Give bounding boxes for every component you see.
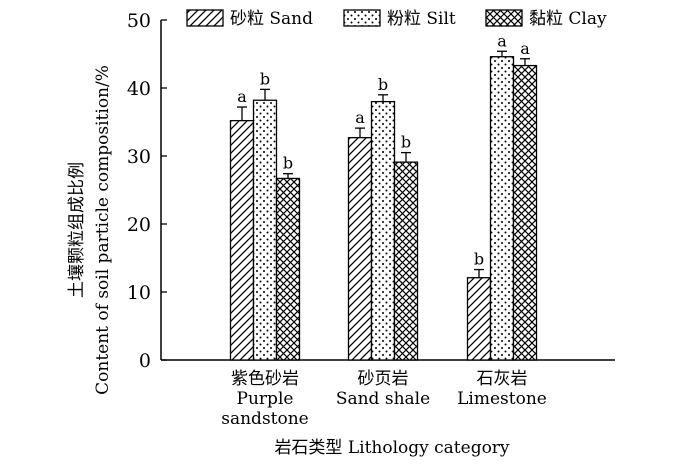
legend-label: 砂粒 Sand xyxy=(230,9,313,29)
bar-dots xyxy=(489,56,515,361)
category-label-en: Sand shale xyxy=(336,389,430,409)
significance-label: b xyxy=(401,133,411,152)
y-tick-label: 20 xyxy=(127,214,151,236)
significance-label: a xyxy=(237,87,247,106)
significance-label: a xyxy=(355,108,365,127)
category-label-cn: 砂页岩 xyxy=(358,369,409,389)
y-tick-label: 40 xyxy=(127,78,151,100)
significance-label: a xyxy=(520,39,530,58)
y-axis-title-en: Content of soil particle composition/% xyxy=(93,65,113,395)
bar-cross xyxy=(275,177,301,361)
category-label-en: Limestone xyxy=(457,389,547,409)
y-tick-label: 50 xyxy=(127,10,151,32)
legend-swatch-dots xyxy=(343,9,381,27)
legend-label: 黏粒 Clay xyxy=(529,9,607,29)
legend-label: 粉粒 Silt xyxy=(387,9,456,29)
category-label-en: sandstone xyxy=(221,409,309,429)
bar-dots xyxy=(252,99,278,361)
y-tick-label: 0 xyxy=(139,350,151,372)
category-label-cn: 石灰岩 xyxy=(477,369,528,389)
significance-label: a xyxy=(497,31,507,50)
bar-dots xyxy=(370,100,396,361)
significance-label: b xyxy=(474,250,484,269)
significance-label: b xyxy=(283,154,293,173)
category-label-cn: 紫色砂岩 xyxy=(231,369,299,389)
bar-cross xyxy=(393,161,419,361)
y-tick-label: 30 xyxy=(127,146,151,168)
category-label-en: Purple xyxy=(237,389,294,409)
significance-label: b xyxy=(378,75,388,94)
x-axis-title: 岩石类型 Lithology category xyxy=(274,438,509,458)
bar-cross xyxy=(512,64,538,361)
y-axis-title-cn: 土壤颗粒组成比例 xyxy=(66,162,87,298)
legend-swatch-hatch xyxy=(186,9,224,27)
bar-hatch xyxy=(229,119,255,361)
y-tick-label: 10 xyxy=(127,282,151,304)
legend-swatch-cross xyxy=(485,9,523,27)
bar-hatch xyxy=(347,136,373,361)
bar-hatch xyxy=(466,277,492,361)
significance-label: b xyxy=(260,69,270,88)
